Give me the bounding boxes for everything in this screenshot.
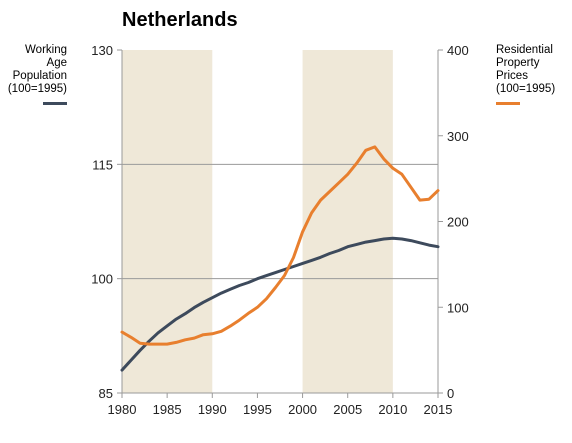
left-axis-tick-label: 85 <box>99 386 113 401</box>
x-axis-tick-label: 1990 <box>198 402 227 417</box>
residential-property-prices-line <box>120 145 440 346</box>
left-axis-tick-label: 100 <box>91 272 113 287</box>
x-axis-tick-label: 1985 <box>153 402 182 417</box>
legend-label-line: Property <box>496 57 540 69</box>
legend-label-line: Prices <box>496 70 528 82</box>
right-axis-tick-label: 400 <box>447 43 469 58</box>
shaded-period <box>302 50 393 393</box>
x-axis-tick-label: 2005 <box>333 402 362 417</box>
legend-label-line: Population <box>12 70 67 82</box>
x-axis-tick-label: 2015 <box>424 402 453 417</box>
legend-label-line: Working <box>25 44 67 56</box>
right-axis-tick-label: 100 <box>447 300 469 315</box>
legend-working-age-population: Working Age Population (100=1995) <box>0 44 67 109</box>
x-axis-tick-label: 2000 <box>288 402 317 417</box>
legend-label-line: Age <box>46 57 67 69</box>
left-axis-tick-label: 130 <box>91 43 113 58</box>
x-axis-tick-label: 2010 <box>378 402 407 417</box>
legend-label-line: (100=1995) <box>496 83 556 95</box>
legend-label-line: (100=1995) <box>7 83 67 95</box>
legend-label-line: Residential <box>496 44 553 56</box>
chart-title: Netherlands <box>122 9 238 31</box>
x-axis-tick-label: 1995 <box>243 402 272 417</box>
right-axis-tick-label: 0 <box>447 386 454 401</box>
legend-swatch-residential-property-prices <box>496 102 520 105</box>
right-axis-tick-label: 200 <box>447 215 469 230</box>
x-axis-tick-label: 1980 <box>108 402 137 417</box>
working-age-population-line <box>120 236 440 372</box>
legend-residential-property-prices: Residential Property Prices (100=1995) <box>496 44 572 109</box>
legend-swatch-working-age-population <box>43 102 67 105</box>
left-axis-tick-label: 115 <box>92 157 113 172</box>
right-axis-tick-label: 300 <box>447 129 469 144</box>
